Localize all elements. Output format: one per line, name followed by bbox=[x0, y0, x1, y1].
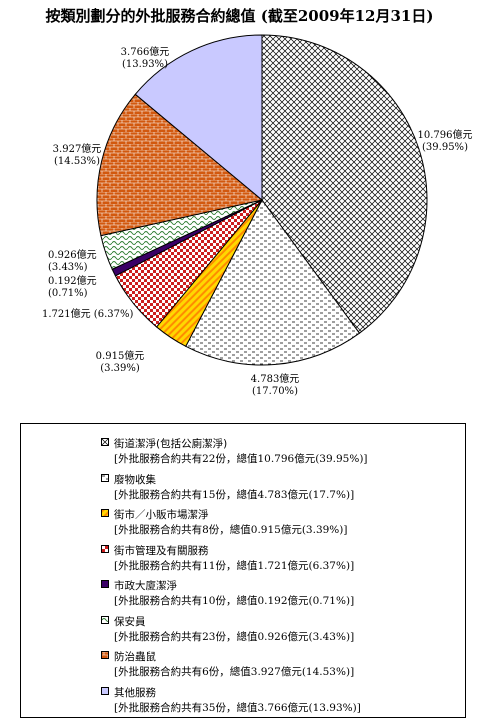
legend-label: 市政大廈潔淨 bbox=[114, 580, 177, 592]
slice-label-8: 3.766億元(13.93%) bbox=[121, 45, 170, 70]
pie-slice-8 bbox=[134, 34, 263, 202]
legend-swatch bbox=[101, 615, 109, 624]
legend-description: [外批服務合約共有23份，總值0.926億元(3.43%)] bbox=[114, 630, 355, 643]
legend-description: [外批服務合約共有8份，總值0.915億元(3.39%)] bbox=[114, 524, 348, 536]
slice-label-4: 1.721億元 (6.37%) bbox=[42, 307, 133, 320]
legend-swatch bbox=[101, 686, 109, 695]
legend-description: [外批服務合約共有6份，總值3.927億元(14.53%)] bbox=[114, 666, 355, 678]
legend-label: 防治蟲鼠 bbox=[114, 651, 156, 663]
legend-label: 其他服務 bbox=[114, 686, 156, 699]
legend-label: 街市／小販市場潔淨 bbox=[114, 509, 209, 521]
pie-slice-1 bbox=[261, 34, 428, 334]
slice-label-5: 0.192億元(0.71%) bbox=[48, 274, 97, 299]
legend: 街道潔淨(包括公廁潔淨) [外批服務合約共有22份，總值10.796億元(39.9… bbox=[20, 423, 466, 718]
slice-label-7: 3.927億元(14.53%) bbox=[53, 142, 102, 167]
legend-swatch bbox=[101, 473, 109, 482]
pie-slice-2 bbox=[185, 199, 361, 366]
slice-label-2: 4.783億元(17.70%) bbox=[251, 372, 300, 397]
legend-swatch bbox=[101, 509, 109, 517]
legend-label: 街市管理及有關服務 bbox=[114, 544, 209, 557]
legend-swatch bbox=[101, 651, 109, 659]
slice-label-1: 10.796億元(39.95%) bbox=[418, 128, 473, 153]
slice-label-6: 0.926億元(3.43%) bbox=[48, 248, 97, 273]
pie-slice-7 bbox=[96, 93, 264, 237]
slice-label-3: 0.915億元(3.39%) bbox=[96, 349, 145, 374]
chart-title: 按類別劃分的外批服務合約總值 (截至2009年12月31日) bbox=[45, 7, 434, 25]
legend-swatch bbox=[101, 580, 109, 588]
legend-description: [外批服務合約共有10份，總值0.192億元(0.71%)] bbox=[114, 595, 355, 607]
legend-label: 街道潔淨(包括公廁潔淨) bbox=[114, 438, 228, 450]
legend-label: 廢物收集 bbox=[114, 473, 156, 486]
legend-description: [外批服務合約共有22份，總值10.796億元(39.95%)] bbox=[114, 453, 368, 465]
legend-description: [外批服務合約共有35份，總值3.766億元(13.93%)] bbox=[114, 701, 361, 714]
pie-chart: 10.796億元(39.95%) 4.783億元(17.70%) 0.915億元(3… bbox=[42, 34, 473, 397]
legend-label: 保安員 bbox=[114, 615, 146, 628]
legend-swatch bbox=[101, 438, 109, 446]
legend-swatch bbox=[101, 544, 109, 553]
legend-description: [外批服務合約共有11份，總值1.721億元(6.37%)] bbox=[114, 559, 355, 572]
legend-description: [外批服務合約共有15份，總值4.783億元(17.7%)] bbox=[114, 488, 355, 501]
